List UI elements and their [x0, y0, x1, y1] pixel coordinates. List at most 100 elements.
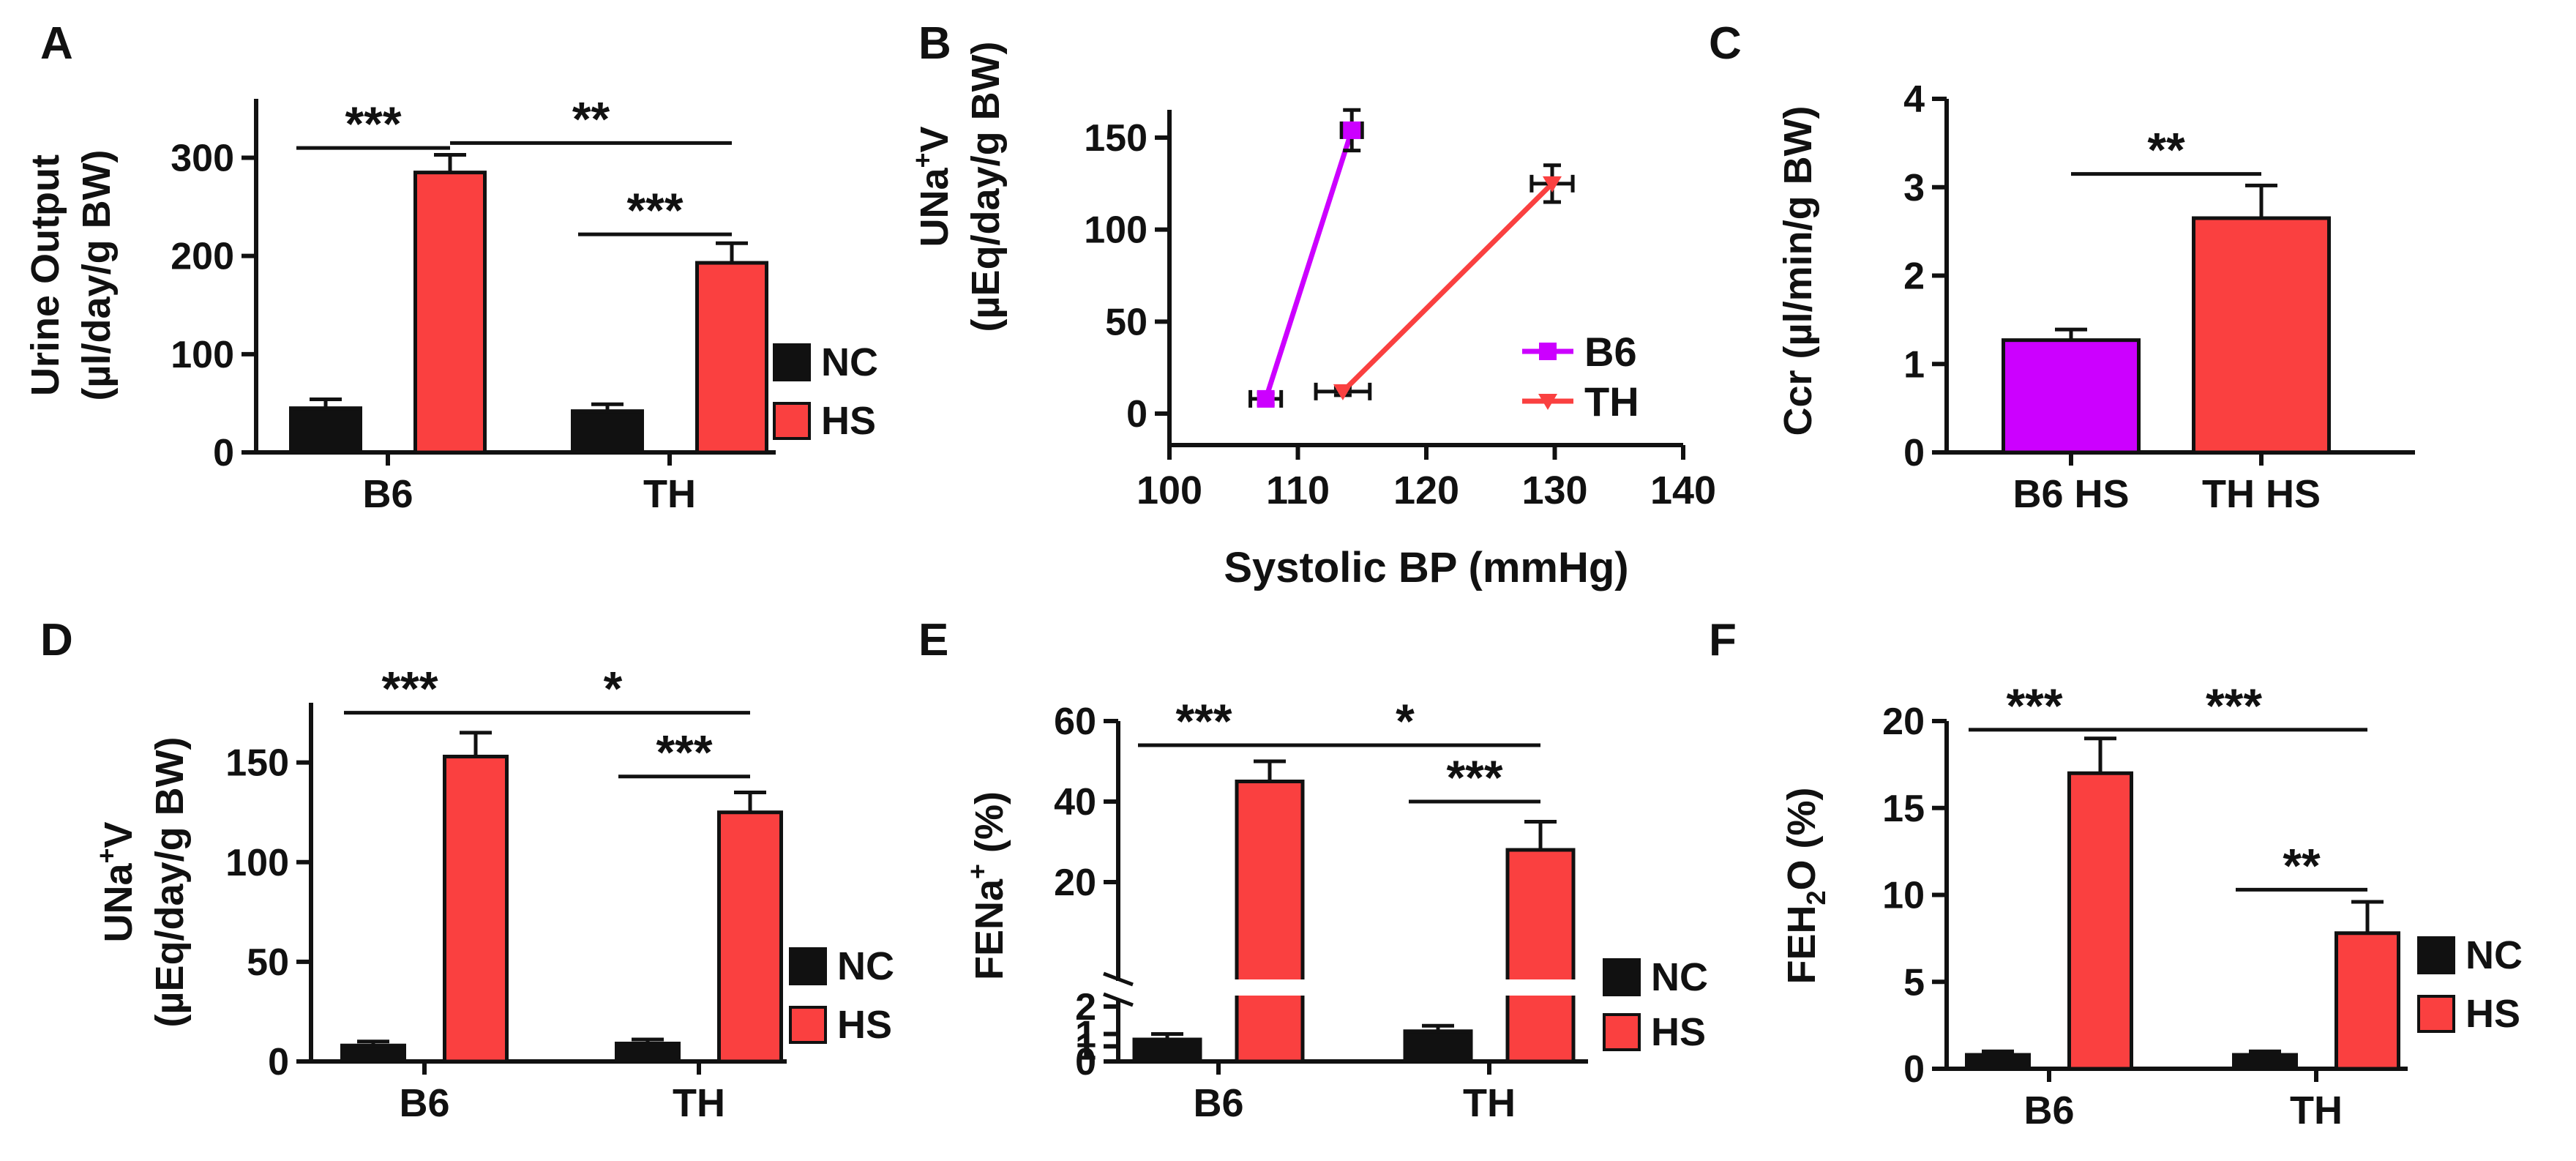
- x-tick-label: B6: [362, 472, 413, 516]
- bar-hs-b6: [443, 755, 509, 1064]
- y-axis-title-sup: +: [907, 152, 937, 168]
- significance-stars: ***: [381, 662, 438, 716]
- y-tick-label: 50: [1105, 301, 1147, 343]
- y-axis-title: FENa+ (%): [962, 791, 1011, 980]
- y-axis-title-part: UNa: [913, 168, 956, 247]
- y-tick-label: 3: [1903, 167, 1925, 209]
- y-tick-label: 40: [1054, 781, 1096, 824]
- y-axis-title: (µEq/day/g BW): [964, 41, 1008, 332]
- y-tick-label: 20: [1054, 862, 1096, 904]
- bar-break-gap: [1234, 979, 1306, 996]
- y-tick-label: 15: [1882, 788, 1925, 830]
- panel-letter: C: [1709, 18, 1742, 69]
- bar-nc-b6: [289, 406, 362, 455]
- series-line-th: [1341, 182, 1554, 394]
- panel-letter: A: [40, 18, 73, 69]
- bar-nc-th: [1403, 1029, 1473, 1064]
- y-axis-title-part: Ccr (µl/min/g BW): [1776, 105, 1820, 436]
- y-tick-label: 100: [225, 842, 289, 884]
- legend-label: NC: [1651, 955, 1708, 999]
- significance-stars: ***: [2206, 679, 2262, 733]
- y-tick-label: 0: [1126, 393, 1147, 436]
- legend-swatch-hs: [1603, 1013, 1641, 1051]
- legend-label: NC: [2465, 933, 2523, 977]
- y-tick-label: 100: [1084, 209, 1147, 252]
- y-axis-title: UNa+V: [91, 821, 141, 942]
- y-axis-title: UNa+V: [907, 126, 956, 247]
- panel-letter: F: [1709, 615, 1737, 665]
- y-tick-label: 50: [247, 941, 289, 984]
- bar-nc-b6: [1132, 1037, 1202, 1064]
- legend-label: TH: [1584, 378, 1639, 425]
- x-tick-label: B6: [1193, 1081, 1243, 1125]
- y-axis-title-part: (µEq/day/g BW): [964, 41, 1008, 332]
- bar-break-gap: [1505, 979, 1576, 996]
- legend-swatch-nc: [1603, 958, 1641, 996]
- y-tick-label: 150: [225, 742, 289, 785]
- bar-nc-th: [615, 1042, 681, 1064]
- bar-nc-b6: [1965, 1053, 2031, 1071]
- bar-hs-th: [695, 261, 768, 455]
- legend-swatch-hs: [789, 1006, 827, 1044]
- y-tick-label: 0: [268, 1041, 289, 1083]
- bar-nc-b6: [340, 1043, 406, 1064]
- y-axis-title-part: (µl/day/g BW): [75, 149, 119, 400]
- data-point-th: [1333, 384, 1352, 400]
- legend-label: NC: [821, 340, 878, 384]
- x-tick-label: TH: [2290, 1089, 2343, 1132]
- legend-swatch-nc: [773, 343, 811, 381]
- y-tick-label: 1: [1075, 1026, 1096, 1068]
- axis-break-mark: [1103, 971, 1134, 987]
- y-tick-label: 200: [171, 236, 234, 278]
- significance-stars: *: [1396, 694, 1415, 748]
- bar-b6-hs: [2002, 338, 2141, 455]
- y-tick-label: 150: [1084, 117, 1147, 160]
- bar-hs-b6: [2067, 771, 2133, 1071]
- legend-label: HS: [821, 399, 876, 443]
- y-axis-title-part: V: [913, 126, 956, 152]
- y-axis-title: Ccr (µl/min/g BW): [1776, 105, 1820, 436]
- legend-swatch-nc: [2417, 936, 2455, 974]
- y-tick-label: 10: [1882, 875, 1925, 917]
- legend-label: B6: [1584, 329, 1637, 375]
- x-tick-label: TH: [643, 472, 696, 516]
- axis-break-mark: [1103, 992, 1134, 1007]
- x-tick-label: B6: [2023, 1089, 2074, 1132]
- x-tick-label: 140: [1650, 468, 1716, 512]
- data-point-b6: [1343, 121, 1361, 139]
- significance-stars: *: [604, 662, 623, 716]
- y-axis-title: FEH2O (%): [1780, 787, 1831, 984]
- y-tick-label: 4: [1903, 78, 1925, 121]
- x-tick-label: 120: [1393, 468, 1459, 512]
- y-axis-title-part: (%): [967, 791, 1011, 864]
- legend-swatch-hs: [2417, 995, 2455, 1033]
- significance-stars: ***: [656, 725, 712, 780]
- significance-stars: ***: [345, 97, 401, 151]
- x-tick-label: 110: [1266, 468, 1330, 512]
- y-axis-title-part: FEH: [1780, 906, 1824, 985]
- x-tick-label: TH HS: [2202, 472, 2321, 516]
- bar-hs-th: [2334, 931, 2400, 1071]
- y-tick-label: 0: [213, 432, 234, 474]
- significance-stars: ***: [1175, 694, 1232, 748]
- y-tick-label: 300: [171, 138, 234, 180]
- x-tick-label: TH: [1463, 1081, 1516, 1125]
- significance-stars: ***: [626, 183, 683, 237]
- y-tick-label: 0: [1903, 1048, 1925, 1091]
- bar-nc-th: [571, 409, 644, 455]
- y-axis-title-part: UNa: [97, 863, 141, 943]
- panel-letter: D: [40, 615, 73, 665]
- x-tick-label: 100: [1137, 468, 1202, 512]
- bar-th-hs: [2192, 216, 2331, 455]
- bar-hs-th: [1505, 848, 1576, 1064]
- legend-swatch-hs: [773, 402, 811, 440]
- x-tick-label: TH: [673, 1081, 725, 1125]
- bar-hs-b6: [1235, 780, 1305, 1064]
- y-tick-label: 0: [1075, 1041, 1096, 1083]
- y-tick-label: 60: [1054, 701, 1096, 743]
- y-axis-title-sub: 2: [1801, 890, 1831, 905]
- y-tick-label: 0: [1903, 432, 1925, 474]
- y-tick-label: 20: [1882, 701, 1925, 743]
- bar-hs-b6: [413, 171, 487, 455]
